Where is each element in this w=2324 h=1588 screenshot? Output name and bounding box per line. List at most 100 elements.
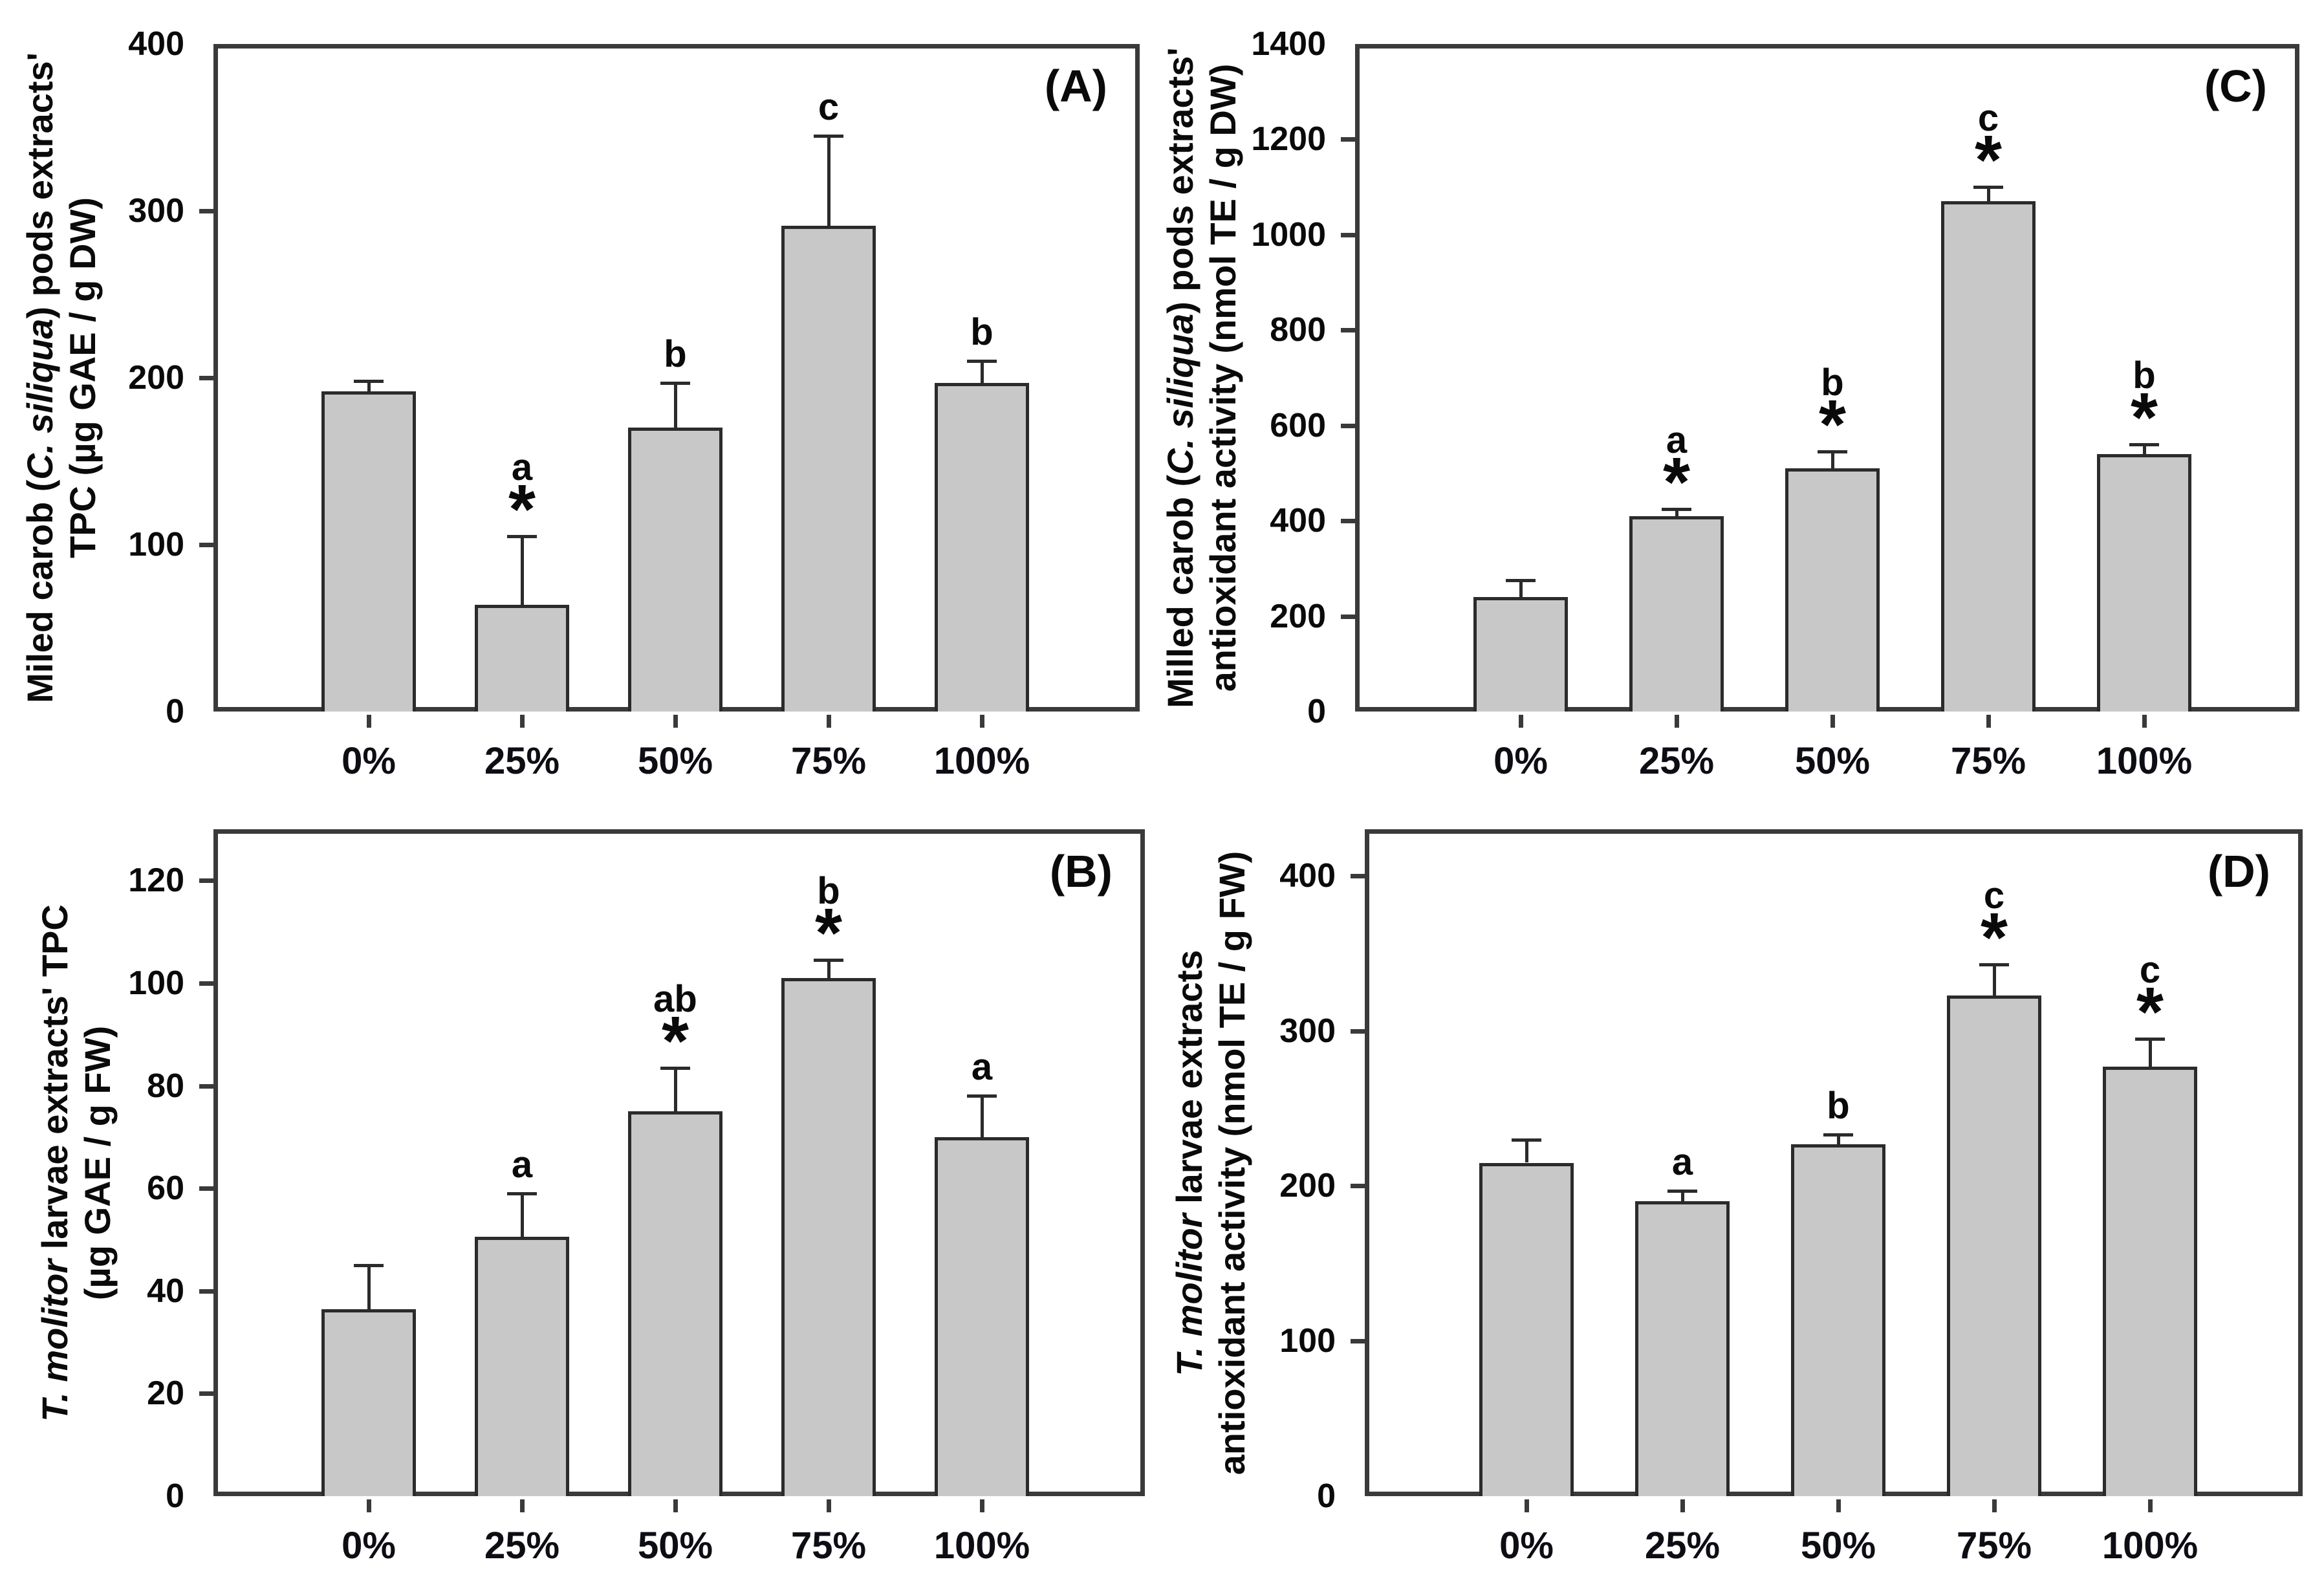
x-axis-tick bbox=[1830, 715, 1835, 728]
y-tick-label: 40 bbox=[147, 1272, 184, 1310]
species-name-italic: T. molitor bbox=[34, 1259, 75, 1422]
panel-letter: (B) bbox=[1049, 846, 1113, 897]
sig-letter: a bbox=[511, 1144, 533, 1186]
y-tick-label: 100 bbox=[128, 526, 184, 563]
x-tick-label: 50% bbox=[1794, 740, 1871, 782]
y-tick-label: 200 bbox=[128, 359, 184, 397]
bar bbox=[781, 977, 876, 1496]
y-tick-label: 100 bbox=[128, 964, 184, 1002]
x-axis-tick bbox=[1680, 1499, 1685, 1512]
error-bar-cap bbox=[967, 1094, 997, 1098]
x-axis-tick bbox=[1992, 1499, 1997, 1512]
significance-marks: b bbox=[604, 247, 746, 373]
significance-marks: a bbox=[1611, 1055, 1754, 1181]
x-axis-tick bbox=[980, 715, 984, 728]
sig-letter: b bbox=[1821, 362, 1844, 404]
error-bar-cap bbox=[507, 535, 537, 539]
bar bbox=[2097, 453, 2191, 712]
bar bbox=[475, 1237, 569, 1496]
y-axis-tick bbox=[199, 1186, 213, 1191]
sig-asterisk: * bbox=[661, 1001, 690, 1080]
y-tick-label: 600 bbox=[1270, 406, 1326, 444]
error-bar-cap bbox=[660, 1066, 690, 1070]
x-tick-label: 75% bbox=[1956, 1525, 2032, 1567]
bar bbox=[321, 1309, 416, 1496]
x-axis-tick bbox=[827, 1499, 831, 1512]
label-text: Milled carob ( bbox=[1160, 474, 1200, 708]
significance-marks: c * bbox=[1923, 829, 2065, 972]
x-axis-tick bbox=[2142, 715, 2147, 728]
sig-letter: b bbox=[664, 332, 687, 375]
significance-marks: c bbox=[757, 0, 900, 126]
y-axis-label-line: antioxidant activity (nmol TE / g DW) bbox=[1202, 0, 1244, 831]
y-tick-label: 0 bbox=[166, 1477, 184, 1515]
sig-asterisk: * bbox=[2136, 972, 2164, 1050]
significance-marks: c * bbox=[2079, 903, 2221, 1050]
sig-letter: c bbox=[1977, 97, 1999, 140]
error-bar-cap bbox=[1823, 1133, 1853, 1137]
error-bar-cap bbox=[814, 134, 843, 138]
significance-marks: a bbox=[451, 1058, 593, 1184]
sig-letter: a bbox=[1671, 1140, 1693, 1183]
error-bar-line bbox=[980, 1096, 984, 1137]
y-tick-label: 200 bbox=[1279, 1167, 1336, 1205]
sig-asterisk: * bbox=[1662, 442, 1691, 521]
error-bar-line bbox=[1525, 1139, 1528, 1163]
sig-letter: c bbox=[818, 85, 840, 128]
bar bbox=[1635, 1201, 1730, 1496]
y-tick-label: 80 bbox=[147, 1067, 184, 1105]
y-tick-label: 300 bbox=[128, 192, 184, 230]
y-tick-label: 200 bbox=[1270, 597, 1326, 635]
x-tick-label: 50% bbox=[637, 1525, 713, 1567]
x-tick-label: 25% bbox=[1644, 1525, 1721, 1567]
x-tick-label: 25% bbox=[484, 740, 560, 782]
significance-marks: a * bbox=[1605, 373, 1748, 521]
x-axis-tick bbox=[520, 715, 525, 728]
y-tick-label: 60 bbox=[147, 1169, 184, 1208]
sig-letter: b bbox=[1827, 1085, 1850, 1127]
error-bar-cap bbox=[354, 380, 384, 384]
y-tick-label: 400 bbox=[1270, 502, 1326, 540]
bar bbox=[628, 1111, 722, 1496]
sig-letter: b bbox=[970, 311, 994, 354]
error-bar-line bbox=[520, 1193, 524, 1237]
significance-marks: b bbox=[1767, 999, 1909, 1125]
bar bbox=[321, 391, 416, 712]
y-axis-label-line: TPC (µg GAE / g DW) bbox=[61, 0, 104, 831]
sig-asterisk: * bbox=[814, 893, 843, 972]
y-axis-tick bbox=[1351, 1028, 1365, 1034]
significance-marks: b * bbox=[1761, 316, 1904, 459]
y-axis-label-line: T. molitor larvae extracts' TPC bbox=[34, 710, 76, 1588]
x-axis-tick bbox=[673, 715, 678, 728]
y-axis-label: T. molitor larvae extracts' TPC (µg GAE /… bbox=[34, 710, 119, 1588]
x-tick-label: 75% bbox=[790, 1525, 867, 1567]
error-bar-line bbox=[673, 1067, 677, 1112]
error-bar-cap bbox=[1667, 1189, 1697, 1193]
error-bar-line bbox=[520, 536, 524, 605]
error-bar-line bbox=[1675, 508, 1678, 516]
y-tick-label: 1400 bbox=[1251, 25, 1326, 63]
y-axis-label-line: antioxidant activity (nmol TE / g FW) bbox=[1211, 710, 1254, 1588]
y-axis-label: Miled carob (C. siliqua) pods extracts' T… bbox=[19, 0, 104, 831]
sig-letter: a bbox=[971, 1046, 993, 1089]
y-axis-tick bbox=[199, 981, 213, 986]
label-text: (µg GAE / g FW) bbox=[77, 1025, 118, 1300]
y-axis-tick bbox=[199, 209, 213, 213]
y-axis-label: Milled carob (C. siliqua) pods extracts'… bbox=[1159, 0, 1244, 831]
sig-letter: c bbox=[2139, 948, 2161, 991]
panel-letter: (C) bbox=[2204, 61, 2267, 111]
bar bbox=[2103, 1066, 2197, 1496]
y-tick-label: 0 bbox=[166, 693, 184, 730]
x-axis-tick bbox=[367, 715, 371, 728]
y-axis-tick bbox=[199, 376, 213, 380]
error-bar-cap bbox=[1979, 963, 2009, 966]
sig-letter: a bbox=[511, 446, 533, 489]
x-tick-label: 100% bbox=[2096, 740, 2193, 782]
species-name-italic: C. siliqua bbox=[1160, 313, 1200, 475]
y-axis-label-line: (µg GAE / g FW) bbox=[76, 710, 119, 1588]
x-tick-label: 25% bbox=[1638, 740, 1715, 782]
significance-marks: b bbox=[911, 225, 1053, 351]
error-bar-line bbox=[1680, 1190, 1684, 1202]
y-axis-tick bbox=[199, 1083, 213, 1089]
